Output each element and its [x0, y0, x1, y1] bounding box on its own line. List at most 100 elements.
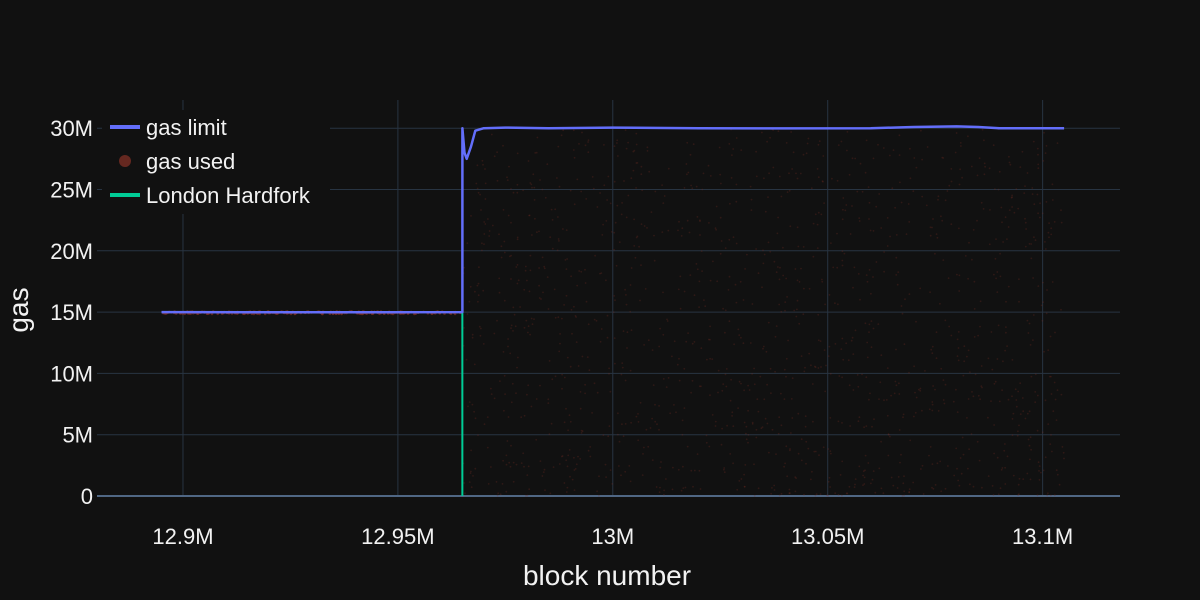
gas-used-point: [1005, 326, 1007, 328]
gas-used-point: [940, 367, 943, 370]
gas-used-point: [1024, 245, 1027, 248]
gas-used-point: [829, 417, 832, 419]
gas-used-point: [994, 380, 997, 383]
gas-used-point: [599, 192, 601, 194]
gas-used-point: [496, 319, 498, 322]
gas-used-point: [543, 267, 546, 270]
gas-used-point: [682, 465, 684, 468]
gas-used-point: [735, 301, 738, 304]
gas-used-point: [520, 416, 523, 419]
gas-used-point: [641, 474, 644, 476]
gas-used-point: [732, 148, 735, 150]
gas-used-point: [797, 452, 800, 455]
gas-used-point: [798, 281, 801, 283]
gas-used-point: [785, 277, 788, 280]
gas-used-point: [898, 382, 900, 385]
gas-used-point: [839, 474, 842, 476]
gas-used-point: [747, 384, 749, 387]
gas-used-point: [530, 317, 533, 320]
gas-used-point: [464, 492, 466, 495]
gas-used-point: [770, 492, 772, 495]
gas-used-point: [775, 453, 777, 455]
gas-used-point: [466, 313, 469, 315]
gas-used-point: [1038, 465, 1041, 467]
gas-used-point: [508, 461, 511, 464]
gas-used-point: [880, 354, 883, 357]
gas-used-point: [536, 136, 539, 139]
gas-used-point: [635, 143, 638, 146]
gas-used-point: [1034, 391, 1037, 393]
gas-used-point: [920, 468, 922, 470]
gas-used-point: [507, 416, 510, 418]
gas-used-point: [1014, 388, 1017, 391]
gas-used-point: [762, 345, 765, 348]
gas-used-point: [581, 355, 584, 358]
gas-used-point: [606, 199, 608, 201]
gas-used-point: [1011, 206, 1013, 208]
gas-used-point: [646, 146, 649, 149]
gas-used-point: [993, 452, 995, 455]
gas-used-point: [956, 273, 958, 276]
gas-used-point: [738, 480, 741, 482]
gas-used-point: [909, 177, 912, 180]
gas-used-point: [709, 357, 711, 360]
gas-used-point: [740, 478, 743, 480]
gas-used-point: [1037, 167, 1040, 170]
gas-used-point: [950, 180, 953, 183]
gas-used-point: [526, 474, 529, 476]
gas-used-point: [503, 251, 506, 254]
gas-used-point: [530, 183, 533, 186]
gas-used-point: [528, 214, 531, 217]
gas-used-point: [1056, 473, 1059, 476]
gas-used-point: [496, 179, 499, 182]
gas-used-point: [936, 236, 939, 239]
gas-used-point: [512, 191, 515, 194]
gas-used-point: [724, 373, 727, 376]
gas-used-point: [698, 306, 700, 308]
gas-used-point: [1055, 469, 1058, 472]
gas-used-point: [525, 319, 528, 322]
gas-used-point: [470, 449, 472, 452]
gas-used-point: [477, 191, 480, 194]
gas-used-point: [579, 458, 582, 460]
gas-used-point: [720, 182, 722, 185]
gas-used-point: [500, 256, 503, 259]
gas-used-point: [762, 262, 765, 265]
gas-used-point: [714, 425, 717, 427]
gas-used-point: [480, 209, 482, 211]
gas-used-point: [831, 177, 833, 180]
gas-used-point: [667, 229, 670, 232]
gas-used-point: [515, 392, 517, 395]
gas-used-point: [651, 349, 654, 351]
gas-used-point: [579, 391, 582, 393]
gas-used-point: [841, 218, 844, 221]
gas-used-point: [893, 392, 896, 395]
gas-used-point: [557, 145, 560, 148]
gas-used-point: [992, 494, 995, 496]
gas-used-point: [685, 340, 688, 343]
gas-used-point: [1033, 203, 1036, 206]
gas-used-point: [529, 254, 532, 257]
gas-used-point: [817, 176, 820, 179]
gas-used-point: [627, 194, 630, 197]
gas-used-point: [777, 266, 779, 268]
gas-used-point: [853, 486, 856, 488]
gas-used-point: [466, 242, 469, 245]
gas-used-point: [947, 277, 950, 280]
gas-used-point: [524, 265, 527, 268]
gas-used-point: [681, 433, 684, 436]
gas-used-point: [895, 256, 898, 259]
gas-used-point: [598, 494, 600, 497]
gas-used-point: [473, 363, 476, 366]
gas-used-point: [509, 255, 511, 258]
gas-used-point: [726, 424, 728, 427]
gas-used-point: [1005, 331, 1007, 334]
gas-used-point: [501, 483, 504, 485]
gas-used-point: [1048, 236, 1050, 239]
gas-used-point: [988, 243, 991, 246]
gas-used-point: [701, 188, 704, 191]
gas-used-point: [1046, 289, 1048, 291]
gas-used-point: [643, 446, 645, 449]
gas-used-point: [609, 202, 612, 205]
gas-used-point: [539, 179, 541, 181]
